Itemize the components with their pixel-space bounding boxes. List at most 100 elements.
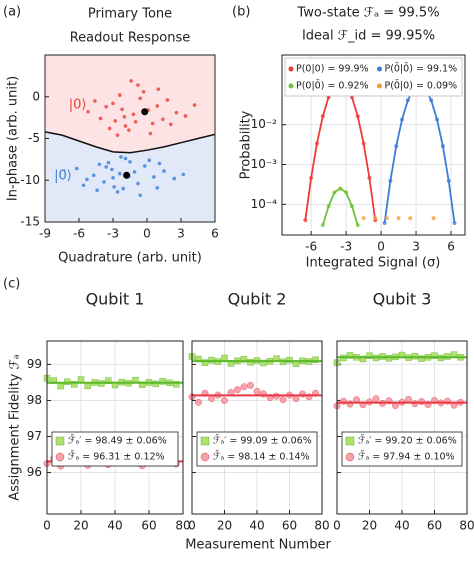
legend-label: ℱ̄ₐ = 98.14 ± 0.14%: [213, 451, 310, 463]
scatter-point: [115, 190, 120, 194]
scatter-point: [97, 162, 102, 167]
plot-frame: [191, 340, 323, 515]
data-point: [344, 190, 349, 195]
x-tick-label: 80: [175, 519, 190, 533]
scatter-point: [106, 160, 111, 165]
scatter-point: [136, 181, 140, 186]
x-tick-label: 20: [73, 519, 88, 533]
data-point: [361, 216, 366, 221]
legend-label: P(0̄|0̄) = 99.1%: [385, 63, 458, 75]
scatter-point: [142, 164, 147, 168]
scatter-point: [172, 176, 176, 181]
x-tick-label: 60: [141, 519, 156, 533]
region-shade: [45, 55, 215, 153]
data-point: [201, 359, 209, 366]
x-tick-label: -9: [39, 227, 51, 241]
scatter-point: [74, 166, 79, 171]
y-axis-label: Probability: [239, 110, 254, 179]
data-point: [408, 216, 413, 221]
legend-marker: [345, 436, 355, 446]
x-tick-label: -3: [107, 227, 119, 241]
scatter-point: [162, 169, 166, 173]
scatter-point: [174, 110, 179, 115]
data-point: [394, 144, 399, 149]
scatter-point: [85, 177, 89, 182]
data-point: [355, 223, 360, 228]
x-axis-label: Quadrature (arb. unit): [58, 251, 202, 266]
chart-title: Primary Tone: [88, 7, 172, 22]
scatter-point: [156, 87, 161, 92]
legend-marker: [200, 436, 210, 446]
scatter-point: [150, 121, 155, 126]
data-point: [452, 221, 457, 226]
legend-marker: [55, 452, 65, 462]
data-point: [70, 381, 78, 388]
legend-marker: [288, 83, 294, 89]
legend-marker: [55, 436, 65, 446]
scatter-point: [91, 173, 96, 178]
plot-area: [333, 351, 467, 410]
scatter-point: [112, 185, 116, 189]
scatter-point: [115, 133, 120, 137]
data-point: [338, 186, 343, 191]
data-point: [411, 400, 419, 408]
scatter-point: [155, 104, 159, 108]
data-point: [314, 141, 319, 146]
data-point: [361, 141, 366, 146]
legend-label: P(0̄|0) = 0.09%: [385, 80, 458, 92]
legend-label: ℱ̄ₐ′ = 98.49 ± 0.06%: [68, 435, 167, 447]
data-point: [405, 98, 410, 103]
y-tick-label: 97: [27, 429, 42, 443]
x-tick-label: 3: [412, 240, 420, 254]
data-point: [431, 352, 438, 359]
x-axis-label: Integrated Signal (σ): [306, 256, 441, 271]
data-point: [418, 398, 425, 405]
legend-label: ℱ̄ₐ′ = 99.20 ± 0.06%: [358, 435, 457, 447]
data-point: [152, 380, 160, 388]
data-point: [253, 388, 261, 395]
scatter-point: [86, 109, 90, 114]
y-tick-label: 98: [27, 393, 42, 407]
data-point: [431, 216, 436, 221]
scatter-point: [111, 175, 115, 180]
chart-title: Qubit 3: [373, 290, 432, 309]
data-point: [366, 352, 373, 359]
data-point: [382, 221, 387, 226]
x-tick-label: 6: [211, 227, 219, 241]
scatter-point: [93, 99, 97, 103]
scatter-point: [118, 93, 122, 97]
data-point: [279, 396, 287, 404]
panel-label: (a): [3, 5, 21, 20]
x-tick-label: 6: [447, 240, 455, 254]
scatter-point: [138, 193, 142, 198]
data-point: [372, 395, 380, 403]
data-point: [303, 218, 308, 223]
scatter-point: [121, 186, 125, 191]
scatter-point: [147, 158, 152, 163]
data-point: [234, 386, 241, 394]
scatter-point: [128, 160, 132, 164]
data-point: [440, 144, 445, 149]
panel-label: (b): [232, 5, 250, 20]
plot-frame: [281, 54, 466, 236]
x-tick-label: 0: [188, 519, 196, 533]
scatter-point: [169, 122, 173, 127]
legend-box: [284, 57, 463, 97]
scatter-point: [133, 120, 138, 124]
x-tick-label: -6: [305, 240, 317, 254]
y-tick-label: 96: [27, 465, 42, 479]
scatter-point: [111, 101, 115, 106]
y-axis-label: In-phase (arb. unit): [6, 76, 21, 201]
scatter-point: [138, 96, 142, 101]
plot-area: [188, 353, 322, 406]
x-tick-label: 60: [282, 519, 297, 533]
scatter-point: [104, 104, 108, 109]
y-tick-label: 10⁻⁴: [251, 197, 278, 211]
x-tick-label: 3: [177, 227, 185, 241]
data-point: [332, 190, 337, 195]
x-tick-label: 20: [217, 519, 232, 533]
scatter-point: [110, 167, 114, 172]
plot-frame: [336, 340, 468, 515]
x-tick-label: 0: [333, 519, 341, 533]
